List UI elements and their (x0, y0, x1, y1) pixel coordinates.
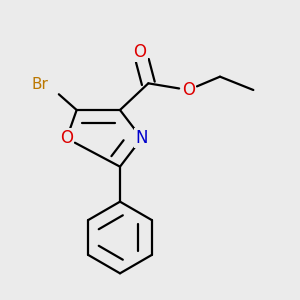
Text: O: O (182, 81, 195, 99)
Text: N: N (135, 129, 148, 147)
Text: O: O (60, 129, 73, 147)
Text: O: O (134, 43, 146, 61)
Text: Br: Br (32, 77, 48, 92)
